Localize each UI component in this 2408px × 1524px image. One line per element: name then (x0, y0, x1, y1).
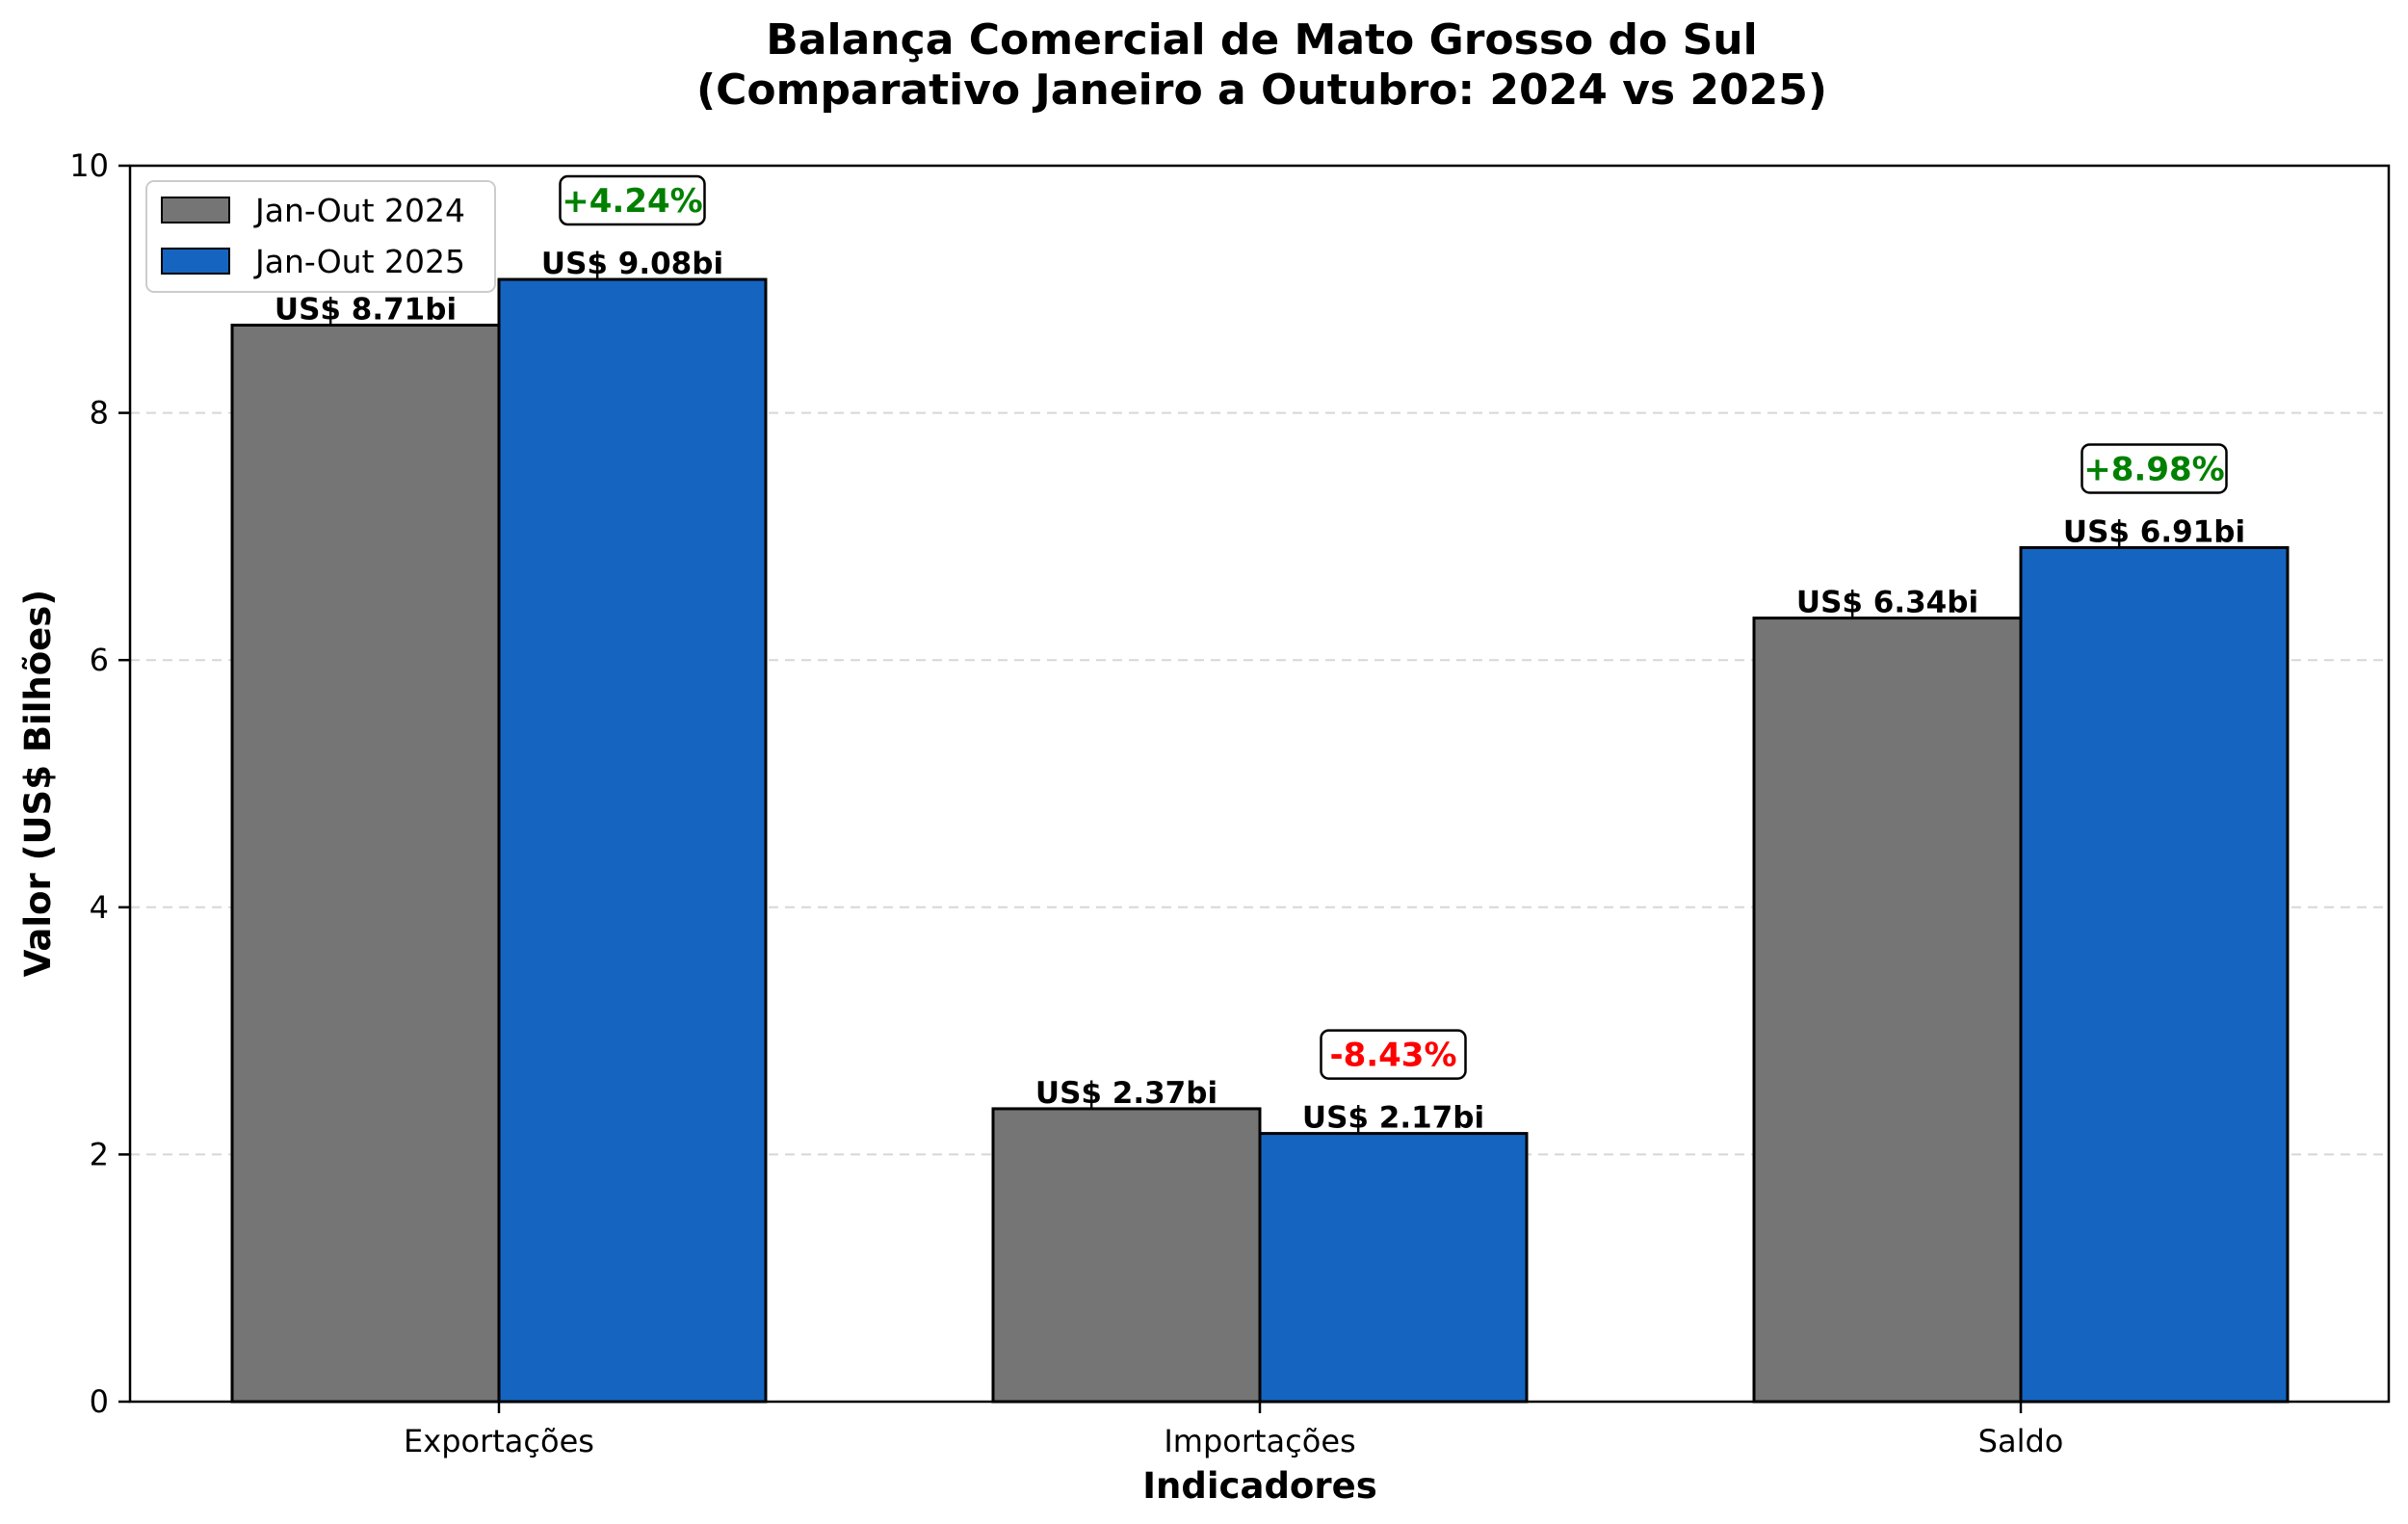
bar-value-label: US$ 6.91bi (2063, 514, 2245, 549)
bar-2024 (1752, 617, 2023, 1404)
x-tick-label: Importações (1164, 1423, 1355, 1459)
bar-2024 (991, 1107, 1262, 1404)
percent-change-box (2081, 443, 2228, 494)
y-tick-label: 6 (90, 642, 109, 678)
bar-2025 (497, 277, 768, 1404)
bar-2025 (2019, 545, 2290, 1404)
bar-2025 (1258, 1132, 1529, 1404)
y-tick-label: 0 (90, 1383, 109, 1420)
percent-change-label: -8.43% (1329, 1037, 1456, 1075)
bar-value-label: US$ 9.08bi (541, 247, 723, 281)
legend: Jan-Out 2024 Jan-Out 2025 (145, 180, 496, 293)
y-axis-label: Valor (US$ Bilhões) (17, 590, 59, 977)
percent-change-label: +4.24% (562, 182, 702, 221)
axis-ticks: 0 2 4 6 8 10 Exportações Importações Saldo (69, 147, 2063, 1459)
y-tick-label: 4 (90, 889, 109, 926)
bar-2024 (230, 324, 501, 1404)
data-labels: US$ 8.71bi US$ 2.37bi US$ 6.34bi US$ 9.08bi… (275, 174, 2245, 1136)
bar-value-label: US$ 2.17bi (1302, 1101, 1484, 1136)
plot-area-frame (128, 164, 2391, 1404)
y-tick-label: 8 (90, 395, 109, 432)
legend-swatch-2025 (161, 248, 230, 275)
bar-value-label: US$ 8.71bi (275, 293, 457, 328)
bar-value-label: US$ 6.34bi (1796, 586, 1978, 620)
legend-label-2025: Jan-Out 2025 (253, 243, 465, 280)
bar-value-label: US$ 2.37bi (1035, 1076, 1217, 1111)
percent-change-box (559, 174, 706, 226)
x-tick-label: Saldo (1978, 1423, 2064, 1459)
x-axis-label: Indicadores (1142, 1465, 1376, 1507)
percent-change-label: +8.98% (2083, 450, 2224, 488)
legend-swatch-2024 (161, 197, 230, 223)
chart-title: Balança Comercial de Mato Grosso do Sul (766, 15, 1757, 65)
legend-label-2024: Jan-Out 2024 (253, 192, 465, 229)
percent-change-box (1320, 1029, 1467, 1080)
x-tick-label: Exportações (404, 1423, 594, 1459)
bars (230, 277, 2290, 1404)
chart-subtitle: (Comparativo Janeiro a Outubro: 2024 vs … (696, 66, 1827, 115)
y-tick-label: 2 (90, 1136, 109, 1172)
legend-frame (145, 180, 496, 293)
y-tick-label: 10 (69, 147, 109, 184)
